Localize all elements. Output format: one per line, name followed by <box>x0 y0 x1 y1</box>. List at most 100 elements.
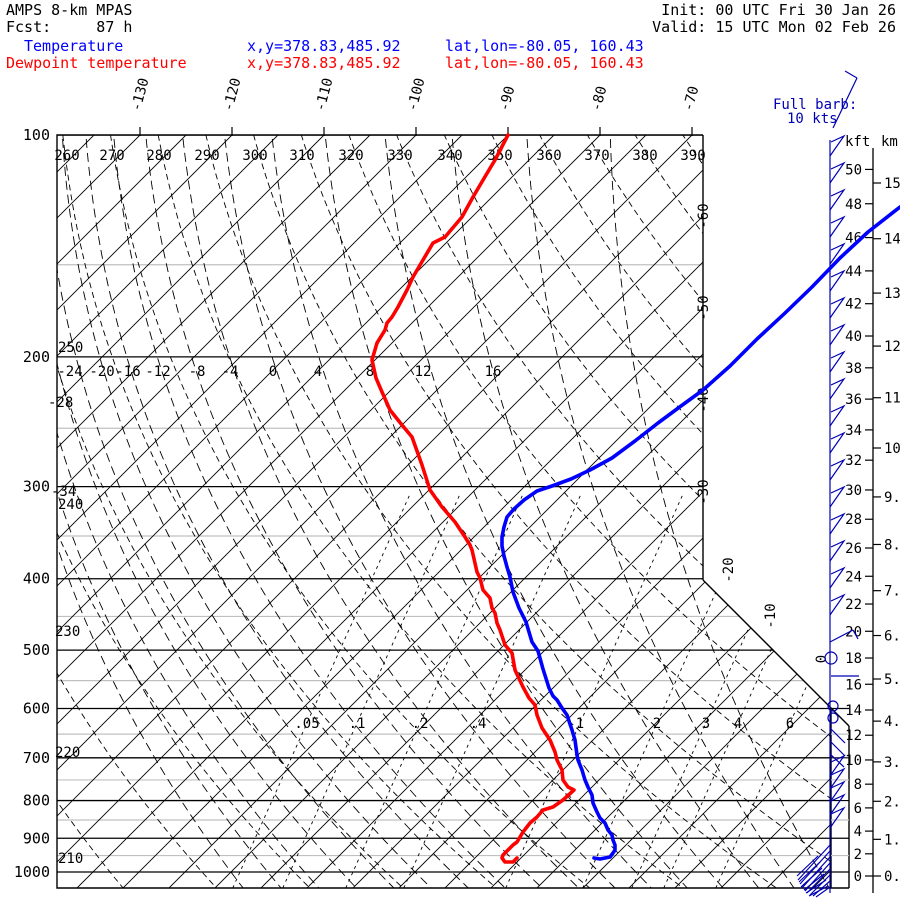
km-tick-label: 1. <box>884 832 900 848</box>
wind-barb-icon <box>829 629 854 643</box>
calm-wind-icon <box>827 712 839 724</box>
isotherm-label-top: -80 <box>588 84 610 113</box>
isotherm-label-top: -130 <box>128 76 152 113</box>
moist-label: 16 <box>485 364 502 380</box>
wind-barb-cluster <box>815 886 831 898</box>
wind-barb-cluster <box>812 880 831 897</box>
moist-label: 12 <box>415 364 432 380</box>
kft-tick-label: 28 <box>845 512 862 528</box>
wind-barb-icon <box>829 323 846 346</box>
pressure-label: 100 <box>23 126 50 144</box>
theta-label-top: 310 <box>289 148 314 164</box>
kft-header: kft <box>845 134 870 150</box>
wind-barb-icon <box>829 539 846 562</box>
pressure-label: 400 <box>23 570 50 588</box>
theta-label-top: 260 <box>54 148 79 164</box>
moist-adiabats <box>57 135 831 888</box>
km-tick-label: 3. <box>884 755 900 771</box>
wind-barb-cluster <box>801 856 831 889</box>
wind-barb-icon <box>829 767 846 790</box>
pressure-label: 500 <box>23 641 50 659</box>
moist-label-left: -34 <box>51 484 76 500</box>
moist-label-left: -28 <box>48 395 73 411</box>
wind-barb-icon <box>829 458 846 481</box>
km-header: km <box>881 134 898 150</box>
kft-tick-label: 38 <box>845 361 862 377</box>
altitude-axis: kft km02468101214161820222426283032343638… <box>845 134 900 893</box>
init-time: Init: 00 UTC Fri 30 Jan 26 <box>661 1 896 19</box>
wind-barb-icon <box>829 753 845 768</box>
wind-barb-icon <box>852 629 859 640</box>
isotherm-label-right: -50 <box>696 295 712 320</box>
kft-tick-label: 48 <box>845 197 862 213</box>
mixing-ratio-label: .1 <box>349 716 366 732</box>
moist-label: 0 <box>269 364 277 380</box>
wind-barb-cluster <box>809 874 831 896</box>
km-tick-label: 10. <box>884 441 900 457</box>
moist-label: -24 <box>57 364 82 380</box>
legend-dewpoint-xy: x,y=378.83,485.92 <box>247 54 401 72</box>
calm-wind-icon <box>824 651 838 665</box>
pressure-label: 1000 <box>14 863 50 881</box>
moist-label: -8 <box>189 364 206 380</box>
pressure-lines-major <box>57 135 831 873</box>
moist-label: -16 <box>115 364 140 380</box>
kft-tick-label: 34 <box>845 423 862 439</box>
wind-barb-icon <box>829 161 846 184</box>
kft-tick-label: 40 <box>845 329 862 345</box>
wind-barb-icon <box>829 727 846 744</box>
mixing-ratio-label: .2 <box>412 716 429 732</box>
kft-tick-label: 50 <box>845 162 862 178</box>
wind-barb-icon <box>832 77 858 129</box>
wind-barb-icon <box>829 134 846 157</box>
wind-barb-icon <box>829 793 846 816</box>
mixing-ratio-lines <box>232 492 831 888</box>
theta-label-left: 240 <box>58 497 83 513</box>
theta-label-top: 370 <box>584 148 609 164</box>
isotherm-label-right: 0 <box>814 655 830 663</box>
kft-tick-label: 26 <box>845 541 862 557</box>
isotherm-label-top: -100 <box>404 76 428 113</box>
wind-barb-icon <box>829 740 846 757</box>
pressure-label: 700 <box>23 749 50 767</box>
theta-label-left: 220 <box>55 745 80 761</box>
kft-tick-label: 16 <box>845 677 862 693</box>
pressure-label: 600 <box>23 699 50 717</box>
theta-label-top: 340 <box>437 148 462 164</box>
isotherm-label-right: -20 <box>721 557 737 582</box>
wind-barb-icon <box>829 350 846 373</box>
mixing-ratio-label: 2 <box>653 716 661 732</box>
moist-label: 4 <box>314 364 322 380</box>
wind-barb-icon <box>829 512 846 535</box>
kft-tick-label: 18 <box>845 651 862 667</box>
theta-label-top: 280 <box>146 148 171 164</box>
kft-tick-label: 32 <box>845 453 862 469</box>
kft-tick-label: 20 <box>845 624 862 640</box>
temperature-curve <box>500 205 900 861</box>
kft-tick-label: 0 <box>854 869 862 885</box>
isotherm-label-top: -110 <box>312 76 336 113</box>
wind-barb-icon <box>829 377 846 400</box>
wind-barb-cluster <box>805 879 827 894</box>
mixing-ratio-label: 3 <box>702 716 710 732</box>
wind-barb-icon <box>829 188 846 211</box>
mixing-ratio-label: .05 <box>294 716 319 732</box>
mixing-ratio-label: 6 <box>786 716 794 732</box>
theta-label-top: 290 <box>194 148 219 164</box>
legend-dewpoint-label: Dewpoint temperature <box>6 54 187 72</box>
theta-label-top: 270 <box>99 148 124 164</box>
barb-scale-note: Full barb: 10 kts <box>773 97 858 127</box>
kft-tick-label: 22 <box>845 597 862 613</box>
valid-time: Valid: 15 UTC Mon 02 Feb 26 <box>652 18 896 36</box>
moist-label: -20 <box>89 364 114 380</box>
wind-barb-icon <box>829 485 846 508</box>
wind-barb-cluster <box>798 861 821 883</box>
theta-label-left: 210 <box>58 851 83 867</box>
km-tick-label: 5. <box>884 672 900 688</box>
pressure-label: 900 <box>23 829 50 847</box>
kft-tick-label: 4 <box>854 824 862 840</box>
wind-barb-icon <box>829 754 846 777</box>
pressure-label: 800 <box>23 792 50 810</box>
legend-temperature-latlon: lat,lon=-80.05, 160.43 <box>445 37 644 55</box>
